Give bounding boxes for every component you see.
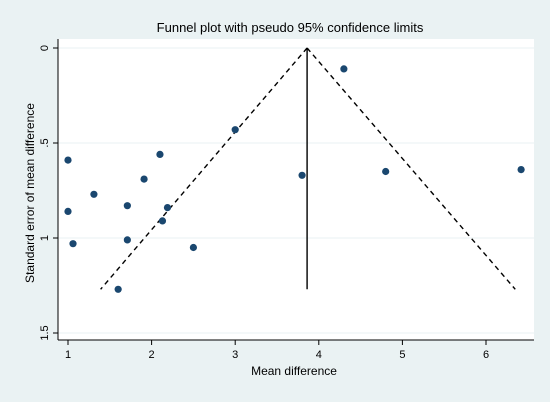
data-point-10	[163, 204, 172, 212]
plot-area	[58, 39, 534, 340]
data-point-0	[64, 156, 72, 164]
data-point-9	[158, 217, 167, 225]
x-tick-label-5: 6	[483, 349, 489, 361]
chart-title: Funnel plot with pseudo 95% confidence l…	[157, 20, 424, 35]
data-point-14	[340, 65, 348, 73]
x-tick-label-1: 2	[149, 349, 155, 361]
data-point-4	[114, 285, 122, 293]
y-tick-label-1: .5	[39, 138, 51, 147]
y-tick-label-2: 1	[39, 235, 51, 241]
data-point-11	[189, 243, 197, 252]
y-tick-label-3: 1.5	[39, 325, 51, 340]
funnel-left-limit	[100, 47, 308, 290]
data-points	[64, 65, 525, 293]
funnel-lines	[100, 47, 516, 290]
y-tick-label-0: 0	[39, 45, 51, 51]
funnel-right-limit	[306, 47, 516, 290]
x-tick-label-0: 1	[65, 349, 71, 361]
axes-layer: 0 .5 1 1.5 1 2 3 4 5 6	[39, 39, 534, 361]
x-axis-label: Mean difference	[251, 364, 337, 378]
data-point-5	[123, 202, 131, 210]
data-point-15	[382, 167, 390, 176]
data-point-6	[123, 236, 131, 244]
data-point-7	[140, 175, 148, 183]
y-axis-label: Standard error of mean difference	[23, 103, 37, 283]
data-point-16	[517, 166, 525, 174]
data-point-13	[298, 171, 306, 179]
x-tick-label-2: 3	[232, 349, 238, 361]
grid-layer	[58, 47, 534, 334]
data-point-1	[64, 207, 72, 215]
x-tick-label-3: 4	[316, 349, 322, 361]
x-tick-label-4: 5	[399, 349, 405, 361]
data-point-12	[231, 126, 239, 134]
data-point-8	[156, 150, 164, 158]
data-point-2	[69, 240, 77, 248]
data-point-3	[90, 190, 98, 198]
